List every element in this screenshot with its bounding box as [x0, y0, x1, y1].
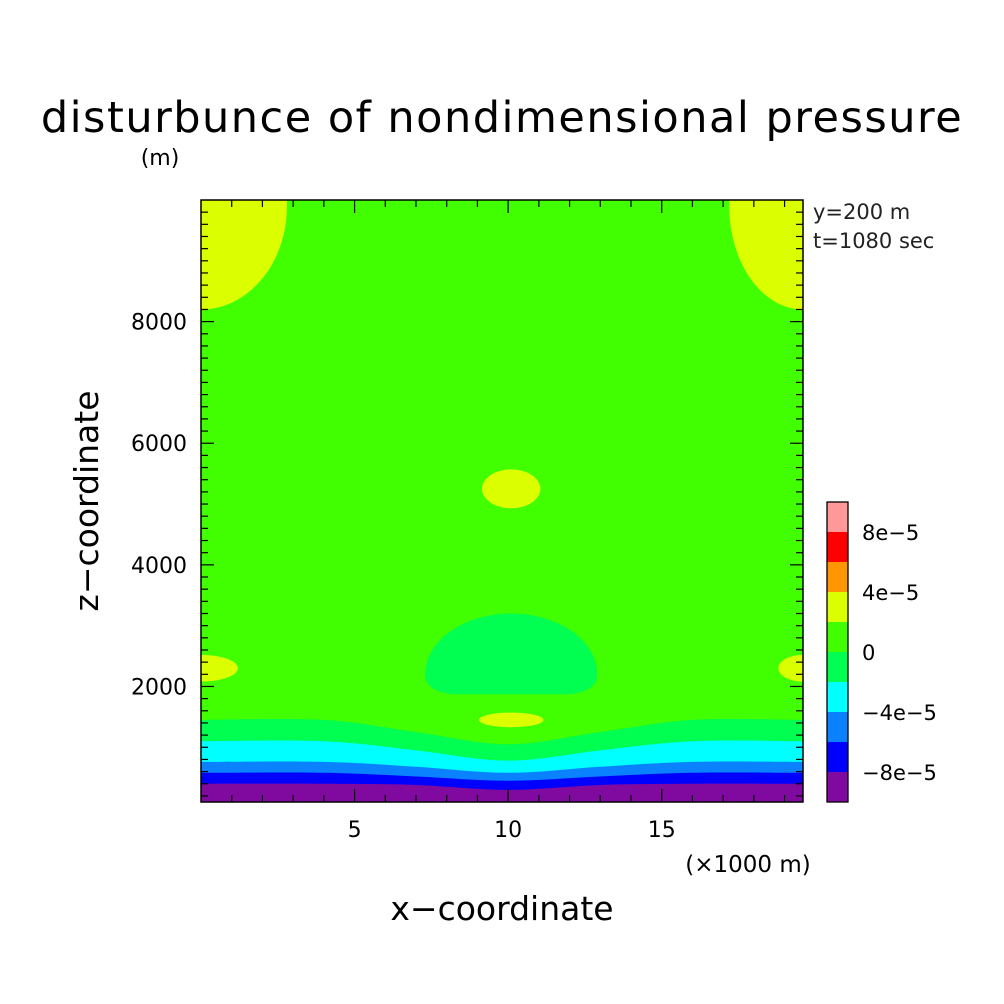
- annotation-t: t=1080 sec: [813, 229, 934, 253]
- colorbar-frame: [826, 501, 849, 803]
- contour-region: [778, 654, 803, 682]
- colorbar-swatch: [827, 712, 848, 742]
- contour-region: [482, 469, 541, 509]
- y-tick-label: 2000: [131, 675, 187, 700]
- colorbar: −8e−5 −4e−5 0 4e−5 8e−5: [826, 501, 937, 803]
- colorbar-swatch: [827, 592, 848, 622]
- contour-band: [201, 783, 803, 802]
- x-axis-ticks: 5 10 15: [231, 200, 786, 843]
- y-tick-label: 6000: [131, 432, 187, 457]
- contour-region: [425, 613, 598, 695]
- colorbar-swatch: [827, 772, 848, 802]
- annotation-y: y=200 m: [813, 200, 910, 224]
- colorbar-swatch: [827, 682, 848, 712]
- colorbar-tick-label: 0: [862, 641, 875, 665]
- plot-frame: [200, 199, 804, 803]
- contour-region: [729, 200, 803, 310]
- colorbar-tick-label: 4e−5: [862, 581, 919, 605]
- contour-region: [201, 200, 287, 310]
- x-tick-label: 15: [648, 818, 676, 843]
- colorbar-tick-label: −8e−5: [862, 761, 937, 785]
- plot-area: [200, 199, 804, 803]
- colorbar-swatch: [827, 532, 848, 562]
- colorbar-swatch: [827, 562, 848, 592]
- colorbar-swatch: [827, 652, 848, 682]
- y-axis-unit: (m): [141, 146, 180, 171]
- x-tick-label: 10: [494, 818, 522, 843]
- colorbar-tick-label: 8e−5: [862, 521, 919, 545]
- y-tick-label: 8000: [131, 311, 187, 336]
- x-axis-label: x−coordinate: [390, 889, 613, 928]
- y-tick-label: 4000: [131, 554, 187, 579]
- colorbar-swatch: [827, 502, 848, 532]
- x-axis-unit: (×1000 m): [685, 852, 810, 878]
- colorbar-tick-label: −4e−5: [862, 701, 937, 725]
- colorbar-swatch: [827, 742, 848, 772]
- colorbar-swatch: [827, 622, 848, 652]
- contour-region: [478, 712, 544, 728]
- chart-title: disturbunce of nondimensional pressure: [41, 93, 963, 143]
- x-tick-label: 5: [348, 818, 362, 843]
- contour-region: [201, 654, 238, 682]
- y-axis-ticks: 2000 4000 6000 8000: [131, 211, 803, 797]
- y-axis-label: z−coordinate: [67, 391, 106, 612]
